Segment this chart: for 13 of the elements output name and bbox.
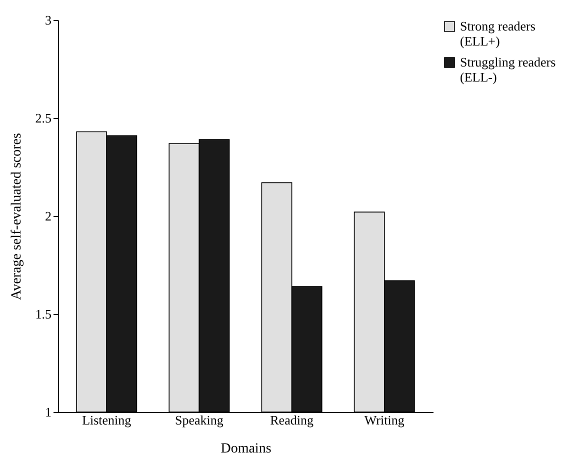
- legend-label: Struggling readers (ELL-): [460, 54, 556, 84]
- y-tick-label: 3: [45, 12, 52, 28]
- y-tick-label: 1: [45, 404, 52, 420]
- y-tick-label: 2: [45, 208, 52, 224]
- y-tick-label: 2.5: [35, 110, 52, 126]
- y-tick-label: 1.5: [35, 306, 52, 322]
- x-axis-title: Domains: [220, 442, 272, 456]
- x-tick-label: Writing: [364, 412, 405, 428]
- y-axis-title: Average self-evaluated scores: [9, 133, 24, 300]
- legend-label: Strong readers (ELL+): [460, 18, 536, 48]
- x-tick-label: Listening: [82, 412, 132, 428]
- x-tick-label: Speaking: [175, 412, 224, 428]
- x-tick-label: Reading: [270, 412, 314, 428]
